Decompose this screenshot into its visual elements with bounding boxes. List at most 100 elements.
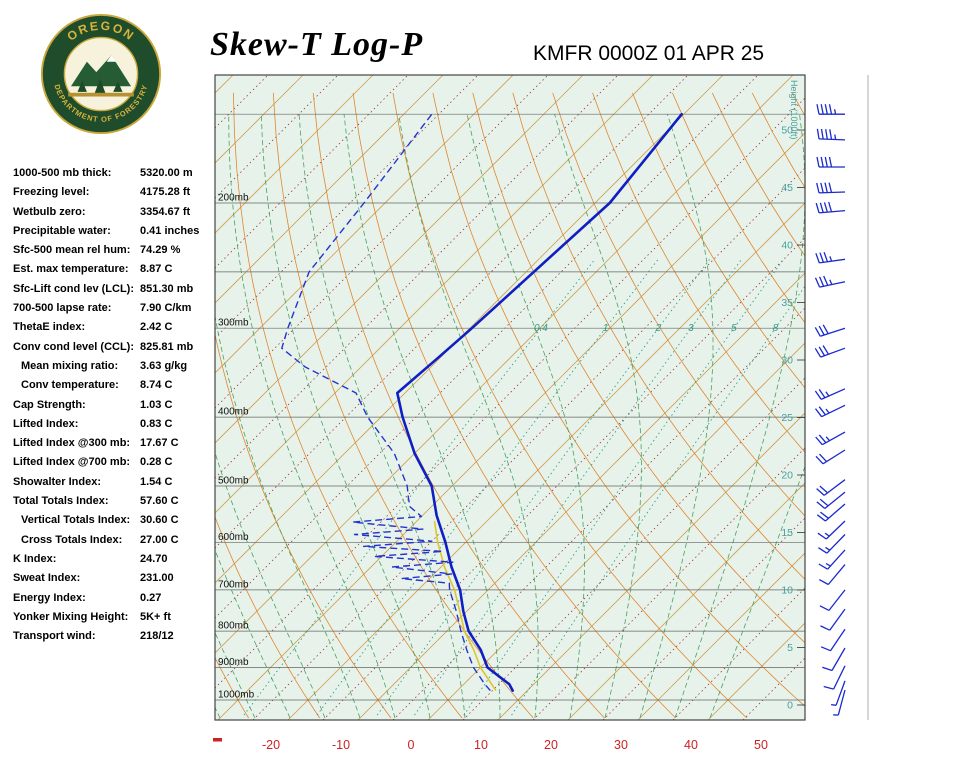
stat-row: Cap Strength: 1.03 C: [13, 396, 218, 415]
stat-label: Total Totals Index:: [13, 495, 109, 508]
stat-label: Freezing level:: [13, 186, 90, 199]
wind-barb-icon: [815, 201, 846, 214]
stat-value: 8.87 C: [140, 263, 173, 276]
mixing-ratio-label: 2: [655, 323, 662, 334]
wind-barb-icon: [818, 564, 846, 586]
wind-barb-icon: [818, 534, 846, 554]
pressure-label: 600mb: [218, 532, 249, 543]
mixing-ratio-label: 3: [688, 323, 694, 334]
stat-row: Sfc-500 mean rel hum: 74.29 %: [13, 241, 218, 260]
stat-row: K Index: 24.70: [13, 550, 218, 569]
stat-row: Freezing level: 4175.28 ft: [13, 183, 218, 202]
stat-label: 700-500 lapse rate:: [13, 302, 112, 315]
plot-background: [215, 75, 805, 720]
pressure-label: 1000mb: [218, 690, 255, 701]
stat-value: 0.83 C: [140, 417, 173, 430]
height-label: 30: [781, 355, 793, 367]
logo-tree-icon: [113, 81, 123, 92]
stat-row: Showalter Index: 1.54 C: [13, 473, 218, 492]
logo-tree-icon: [94, 78, 106, 94]
stat-value: 231.00: [140, 572, 174, 585]
mixing-ratio-label: 8: [773, 323, 779, 334]
height-axis-title: Height (1000ft): [789, 80, 799, 140]
temperature-trace: [396, 112, 683, 692]
axis-label-fragment: [213, 738, 222, 742]
logo-tree-icon: [77, 80, 87, 92]
stat-row: Mean mixing ratio: 3.63 g/kg: [13, 357, 218, 376]
stat-label: Sfc-500 mean rel hum:: [13, 244, 131, 257]
station-id: KMFR 0000Z 01 APR 25: [533, 42, 765, 65]
temp-axis-label: -10: [332, 738, 350, 752]
wind-barb-icon: [822, 647, 846, 672]
stat-label: Sweat Index:: [13, 572, 81, 585]
stat-value: 74.29 %: [140, 244, 181, 257]
temp-axis-label: 30: [614, 738, 628, 752]
stat-label: ThetaE index:: [13, 321, 86, 334]
pressure-label: 700mb: [218, 579, 249, 590]
page-title: Skew-T Log-P: [210, 26, 424, 63]
stat-label: K Index:: [13, 552, 57, 565]
pressure-label: 400mb: [218, 407, 249, 418]
stat-row: Yonker Mixing Height: 5K+ ft: [13, 608, 218, 627]
stat-row: Sfc-Lift cond lev (LCL): 851.30 mb: [13, 280, 218, 299]
wind-barb-icon: [815, 431, 846, 446]
mixing-ratio-label: 5: [731, 323, 737, 334]
stat-label: Sfc-Lift cond lev (LCL):: [13, 282, 134, 295]
stat-value: 0.27: [140, 591, 162, 604]
stat-label: Conv cond level (CCL):: [13, 340, 135, 353]
stat-label: Transport wind:: [13, 630, 96, 643]
stat-row: Energy Index: 0.27: [13, 589, 218, 608]
stat-row: Wetbulb zero: 3354.67 ft: [13, 203, 218, 222]
temp-axis-label: 0: [408, 738, 415, 752]
wind-barb-icon: [815, 251, 846, 264]
stat-value: 3.63 g/kg: [140, 359, 188, 372]
stat-value: 27.00 C: [140, 533, 179, 546]
stat-value: 851.30 mb: [140, 282, 194, 295]
stat-row: Lifted Index: 0.83 C: [13, 415, 218, 434]
wind-barb-icon: [815, 449, 846, 465]
temp-axis-label: 50: [754, 738, 768, 752]
wind-barb-icon: [823, 665, 846, 690]
wind-barb-icon: [814, 345, 846, 358]
pressure-label: 300mb: [218, 318, 249, 329]
stat-value: 2.42 C: [140, 321, 173, 334]
stat-label: Vertical Totals Index:: [21, 514, 131, 527]
wind-barb-icon: [814, 404, 846, 418]
wind-barb-icon: [818, 549, 846, 570]
pressure-label: 800mb: [218, 621, 249, 632]
logo-mountain: [70, 55, 132, 87]
stat-row: ThetaE index: 2.42 C: [13, 318, 218, 337]
stat-label: Energy Index:: [13, 591, 86, 604]
height-label: 10: [781, 585, 793, 597]
stat-row: Precipitable water: 0.41 inches: [13, 222, 218, 241]
mixing-ratio-label: 1: [603, 323, 609, 334]
stat-label: Lifted Index:: [13, 417, 79, 430]
stat-row: Conv temperature: 8.74 C: [13, 376, 218, 395]
wind-barb-icon: [816, 479, 846, 496]
stat-value: 1.54 C: [140, 475, 173, 488]
stat-row: Transport wind: 218/12: [13, 627, 218, 646]
stat-value: 4175.28 ft: [140, 186, 191, 199]
wind-barb-icon: [820, 608, 846, 631]
wind-barb-icon: [831, 680, 846, 706]
pressure-label: 500mb: [218, 476, 249, 487]
stat-label: Lifted Index @300 mb:: [13, 437, 131, 450]
stat-row: Est. max temperature: 8.87 C: [13, 260, 218, 279]
height-label: 35: [781, 297, 793, 309]
stat-value: 0.41 inches: [140, 224, 200, 237]
stats-panel: 1000-500 mb thick: 5320.00 m Freezing leve…: [13, 164, 218, 646]
stat-value: 825.81 mb: [140, 340, 194, 353]
temp-axis-label: 10: [474, 738, 488, 752]
stat-label: Cross Totals Index:: [21, 533, 123, 546]
stat-row: 1000-500 mb thick: 5320.00 m: [13, 164, 218, 183]
stat-label: Est. max temperature:: [13, 263, 129, 276]
stat-row: Sweat Index: 231.00: [13, 569, 218, 588]
wind-barb-icon: [814, 275, 846, 288]
height-label: 15: [781, 527, 793, 539]
wind-barb-icon: [814, 324, 846, 337]
plot-border: [214, 74, 806, 721]
wind-barb-icon: [819, 589, 846, 611]
stat-label: 1000-500 mb thick:: [13, 167, 112, 179]
